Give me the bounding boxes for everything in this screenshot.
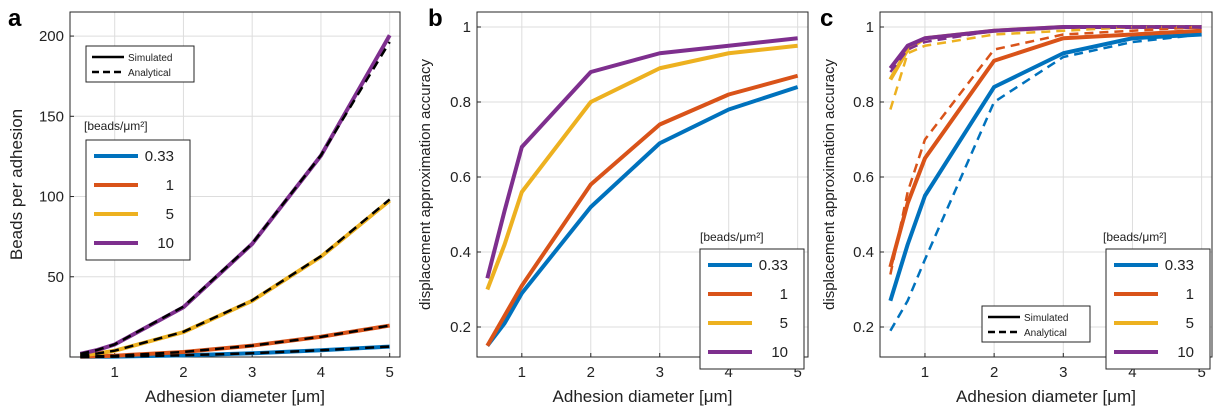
legend-label-10: 10	[157, 235, 174, 252]
legend-label-10: 10	[1177, 344, 1194, 361]
legend-label-simulated: Simulated	[128, 53, 172, 64]
legend-label-1: 1	[166, 177, 174, 194]
y-tick-label: 0.2	[853, 319, 874, 336]
chart-panel-c: c 1 2 3 4 5 0.2 0.4 0.6 0.8 1 Adhesion diameter [μm…	[820, 5, 1213, 406]
x-tick-label: 2	[587, 364, 595, 381]
y-tick-label: 100	[39, 189, 64, 206]
series-line-10-analytical	[889, 25, 1202, 73]
y-tick-label: 0.8	[450, 94, 471, 111]
chart-panel-a: a 1 2 3 4 5 50 100 150 200 Adhesion diameter [μm] B…	[7, 5, 401, 406]
x-tick-label: 2	[990, 364, 998, 381]
legend-label-0_33: 0.33	[759, 257, 788, 274]
style-legend-box	[85, 45, 195, 83]
style-legend: Simulated Analytical	[85, 45, 195, 83]
legend-label-0_33: 0.33	[1165, 257, 1194, 274]
y-tick-label: 0.6	[450, 169, 471, 186]
legend-label-1: 1	[1186, 286, 1194, 303]
legend-label-10: 10	[771, 344, 788, 361]
legend-label-analytical: Analytical	[1024, 328, 1067, 339]
y-axis-label: displacement approximation accuracy	[417, 59, 434, 310]
legend-label-5: 5	[1186, 315, 1194, 332]
series-line-1-simulated	[888, 28, 1202, 268]
x-tick-label: 4	[1128, 364, 1136, 381]
legend-label-1: 1	[780, 286, 788, 303]
chart-panel-b: b 1 2 3 4 5 0.2 0.4 0.6 0.8 1 Adhesion diameter [μm…	[417, 5, 809, 406]
legend-title: [beads/μm²]	[700, 230, 764, 244]
x-axis-label: Adhesion diameter [μm]	[956, 387, 1136, 406]
legend-label-0_33: 0.33	[145, 148, 174, 165]
plot-frame	[879, 11, 1213, 358]
x-tick-label: 5	[386, 364, 394, 381]
y-tick-label: 1	[463, 19, 471, 36]
panel-letter: c	[820, 5, 833, 32]
style-legend: Simulated Analytical	[981, 305, 1091, 343]
density-legend: [beads/μm²] 0.33 1 5 10	[84, 119, 191, 261]
series-line-0_33-simulated	[485, 85, 799, 347]
series-line-1-analytical	[889, 25, 1202, 275]
legend-label-simulated: Simulated	[1024, 313, 1068, 324]
y-tick-label: 0.2	[450, 319, 471, 336]
x-axis-label: Adhesion diameter [μm]	[145, 387, 325, 406]
x-tick-label: 1	[518, 364, 526, 381]
y-tick-label: 50	[47, 269, 64, 286]
y-axis-label: displacement approximation accuracy	[821, 59, 838, 310]
x-axis-label: Adhesion diameter [μm]	[553, 387, 733, 406]
panel-letter: b	[428, 5, 443, 32]
x-tick-label: 4	[725, 364, 733, 381]
x-tick-label: 5	[793, 364, 801, 381]
x-tick-label: 4	[317, 364, 325, 381]
legend-label-5: 5	[166, 206, 174, 223]
density-legend: [beads/μm²] 0.33 1 5 10	[699, 230, 805, 370]
x-tick-label: 3	[656, 364, 664, 381]
x-tick-label: 5	[1197, 364, 1205, 381]
y-tick-label: 0.6	[853, 169, 874, 186]
legend-title: [beads/μm²]	[1103, 230, 1167, 244]
legend-title: [beads/μm²]	[84, 119, 148, 133]
series-line-1-analytical	[80, 324, 390, 358]
y-tick-label: 1	[866, 19, 874, 36]
plot-frame	[69, 11, 401, 358]
x-tick-label: 2	[179, 364, 187, 381]
x-tick-label: 1	[921, 364, 929, 381]
legend-label-5: 5	[780, 315, 788, 332]
style-legend-box	[981, 305, 1091, 343]
series-line-0_33-analytical	[889, 33, 1202, 332]
x-tick-label: 3	[248, 364, 256, 381]
series-line-5-analytical	[80, 198, 391, 357]
plot-frame	[476, 11, 809, 358]
y-tick-label: 200	[39, 28, 64, 45]
y-tick-label: 0.4	[853, 244, 874, 261]
y-tick-label: 150	[39, 108, 64, 125]
legend-label-analytical: Analytical	[128, 68, 171, 79]
series-line-5-simulated	[485, 43, 798, 291]
x-tick-label: 1	[111, 364, 119, 381]
series-line-10-simulated	[485, 36, 798, 279]
y-tick-label: 0.8	[853, 94, 874, 111]
y-tick-label: 0.4	[450, 244, 471, 261]
series-line-0_33-simulated	[888, 32, 1202, 302]
density-legend: [beads/μm²] 0.33 1 5 10	[1103, 230, 1211, 370]
panel-letter: a	[8, 5, 22, 32]
y-axis-label: Beads per adhesion	[7, 109, 26, 260]
legend-box	[1105, 248, 1211, 370]
legend-box	[699, 248, 805, 370]
series-line-10-analytical	[80, 41, 391, 356]
series-line-1-simulated	[485, 73, 799, 347]
x-tick-label: 3	[1059, 364, 1067, 381]
legend-box	[85, 139, 191, 261]
